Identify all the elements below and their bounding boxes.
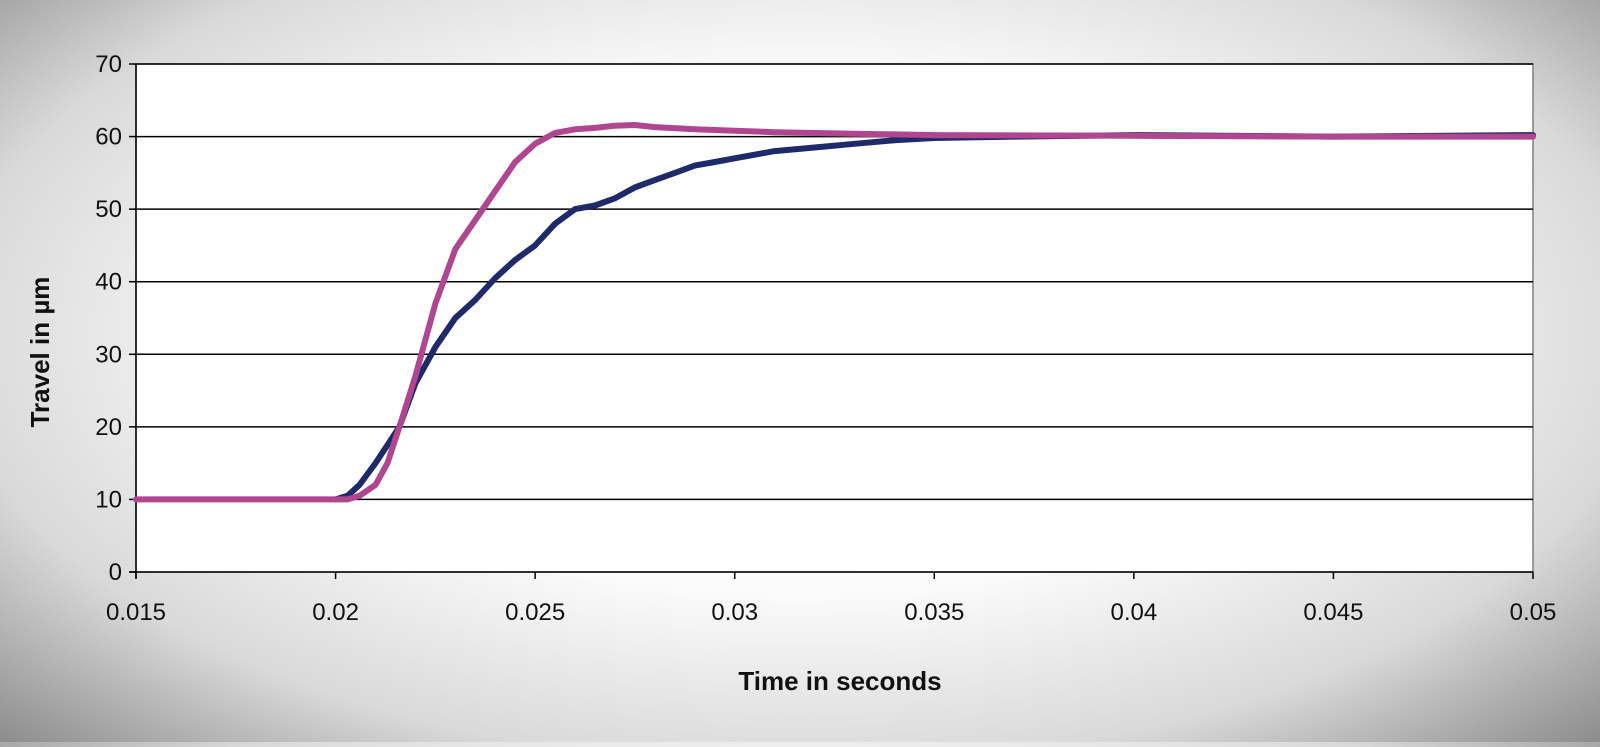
x-tick-label: 0.035 [904, 599, 964, 626]
x-tick-label: 0.02 [312, 599, 359, 626]
tick-labels: 0 10 20 30 40 50 60 70 0.015 0.02 0.025 0.03 0.035 0.… [95, 51, 1556, 626]
x-tick-label: 0.015 [106, 599, 166, 626]
x-tick-label: 0.045 [1303, 599, 1363, 626]
y-tick-label: 20 [95, 414, 122, 441]
y-tick-label: 60 [95, 124, 122, 151]
axes [129, 63, 1534, 579]
y-tick-label: 0 [109, 559, 122, 586]
series-line-2 [133, 122, 1536, 503]
x-axis-label: Time in seconds [738, 666, 941, 696]
y-tick-label: 70 [95, 51, 122, 78]
y-axis-label: Travel in µm [25, 277, 55, 428]
x-tick-label: 0.05 [1510, 599, 1557, 626]
x-tick-label: 0.04 [1110, 599, 1157, 626]
y-tick-label: 30 [95, 341, 122, 368]
y-tick-label: 10 [95, 486, 122, 513]
y-tick-label: 50 [95, 196, 122, 223]
y-tick-label: 40 [95, 269, 122, 296]
x-tick-label: 0.025 [505, 599, 565, 626]
series-group [133, 122, 1536, 503]
x-tick-label: 0.03 [711, 599, 758, 626]
